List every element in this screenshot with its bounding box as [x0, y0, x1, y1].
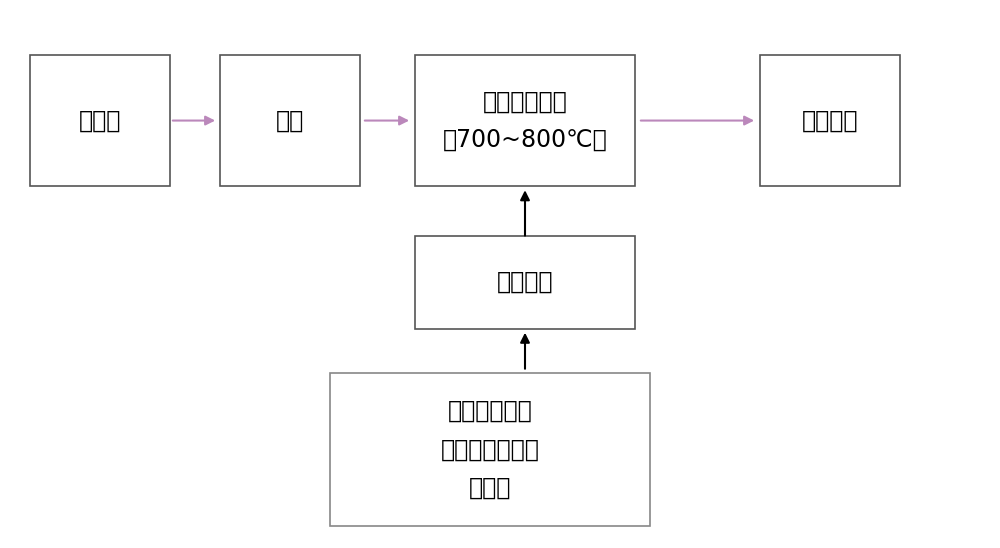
Text: 磷化物: 磷化物: [469, 476, 511, 500]
Text: 散热膜材料：: 散热膜材料：: [448, 399, 532, 423]
Bar: [30, 55, 170, 186]
Text: （700~800℃）: （700~800℃）: [443, 128, 607, 152]
Bar: [760, 55, 900, 186]
Text: 陶瓷板: 陶瓷板: [79, 109, 121, 133]
Text: 锡、锑卤化物、: 锡、锑卤化物、: [441, 437, 539, 461]
Text: 双层基板: 双层基板: [802, 109, 858, 133]
Text: 清洗: 清洗: [276, 109, 304, 133]
Text: 高温表面活化: 高温表面活化: [483, 89, 567, 113]
Bar: [330, 373, 650, 526]
Bar: [415, 55, 635, 186]
Bar: [220, 55, 360, 186]
Text: 喷涂结合: 喷涂结合: [497, 270, 553, 294]
Bar: [415, 236, 635, 329]
